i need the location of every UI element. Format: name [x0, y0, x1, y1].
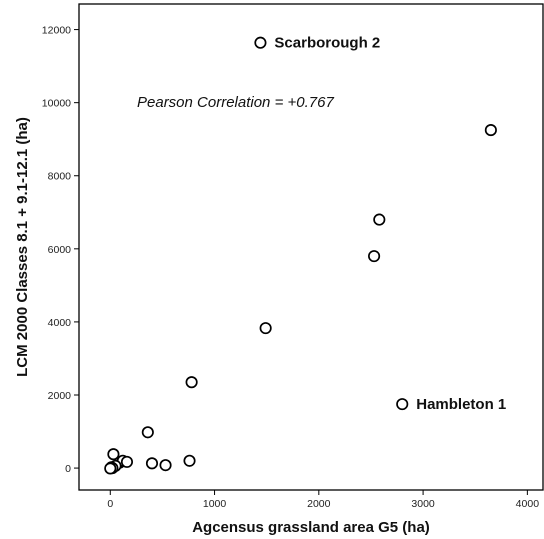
x-tick-label: 0 [107, 498, 113, 510]
data-points: Scarborough 2 Hambleton 1 [104, 35, 506, 475]
data-point [183, 454, 196, 467]
x-tick-label: 4000 [516, 498, 540, 510]
data-point [396, 398, 409, 411]
x-tick-label: 2000 [307, 498, 331, 510]
data-point-label: Scarborough 2 [274, 35, 380, 52]
x-axis-label: Agcensus grassland area G5 (ha) [192, 519, 430, 536]
y-tick-label: 0 [65, 463, 71, 475]
data-point [159, 459, 172, 472]
data-point [484, 124, 497, 137]
y-tick-label: 8000 [48, 171, 72, 183]
plot-frame [78, 3, 544, 491]
y-tick-label: 12000 [42, 25, 71, 37]
x-tick-label: 3000 [411, 498, 435, 510]
data-point [368, 250, 381, 263]
data-point [120, 455, 134, 468]
y-axis: 0 2000 4000 6000 8000 10000 12000 [42, 25, 79, 475]
data-point [145, 457, 159, 470]
data-point [185, 376, 198, 389]
data-point [254, 36, 267, 49]
correlation-annotation: Pearson Correlation = +0.767 [137, 94, 334, 111]
data-point-label: Hambleton 1 [416, 396, 506, 413]
x-axis: 0 1000 2000 3000 4000 [107, 490, 539, 510]
x-tick-label: 1000 [203, 498, 227, 510]
y-tick-label: 4000 [48, 317, 72, 329]
data-point [141, 426, 154, 439]
data-point [107, 448, 120, 461]
y-tick-label: 10000 [42, 98, 71, 110]
y-tick-label: 6000 [48, 244, 72, 256]
data-point [259, 322, 272, 335]
y-tick-label: 2000 [48, 390, 72, 402]
y-axis-label: LCM 2000 Classes 8.1 + 9.1-12.1 (ha) [14, 117, 31, 377]
data-point [104, 462, 117, 475]
data-point [373, 213, 386, 226]
